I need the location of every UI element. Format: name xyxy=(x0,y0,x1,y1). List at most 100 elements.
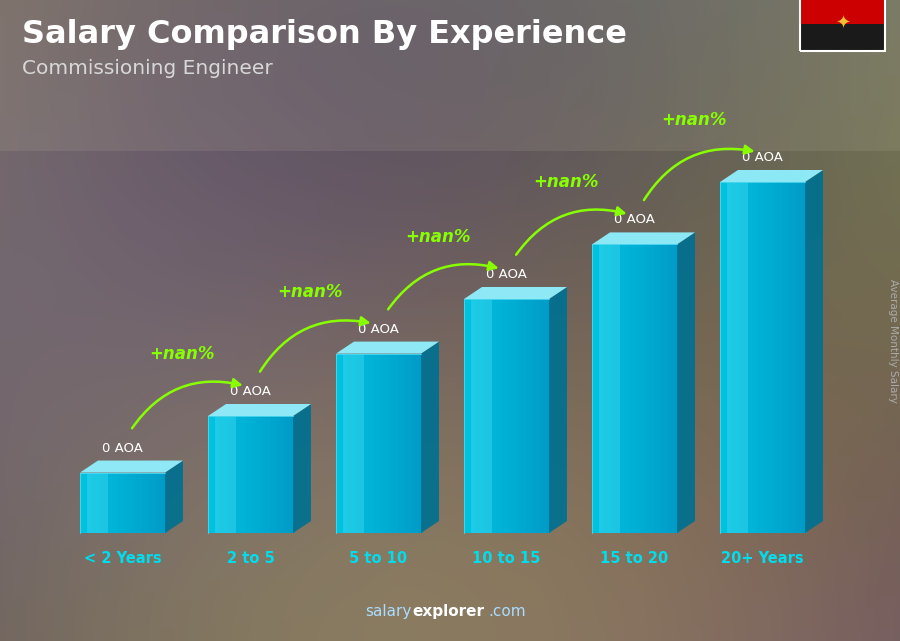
Bar xyxy=(225,416,230,533)
Bar xyxy=(600,244,605,533)
Bar xyxy=(370,354,374,533)
Bar xyxy=(490,299,494,533)
Bar xyxy=(390,354,394,533)
Bar xyxy=(757,182,761,533)
Bar xyxy=(498,299,502,533)
Bar xyxy=(128,472,132,533)
Text: .com: .com xyxy=(488,604,526,619)
Bar xyxy=(117,472,122,533)
Bar xyxy=(800,24,885,51)
Bar xyxy=(356,354,360,533)
Bar xyxy=(353,354,357,533)
Bar xyxy=(615,244,619,533)
Bar xyxy=(779,182,784,533)
Bar xyxy=(350,354,355,533)
Bar xyxy=(142,472,147,533)
Text: Salary Comparison By Experience: Salary Comparison By Experience xyxy=(22,19,627,51)
Text: +nan%: +nan% xyxy=(533,174,598,192)
Bar xyxy=(728,182,733,533)
Bar xyxy=(248,416,252,533)
Bar xyxy=(387,354,392,533)
Bar xyxy=(629,244,634,533)
Bar xyxy=(727,182,748,533)
Bar xyxy=(401,354,406,533)
Bar xyxy=(487,299,491,533)
Bar xyxy=(471,299,492,533)
Text: 0 AOA: 0 AOA xyxy=(486,268,526,281)
Text: 0 AOA: 0 AOA xyxy=(614,213,655,226)
Bar xyxy=(732,182,735,533)
Bar xyxy=(105,472,110,533)
Bar xyxy=(603,244,608,533)
Bar xyxy=(157,472,161,533)
Bar xyxy=(725,182,730,533)
Bar xyxy=(546,299,551,533)
Bar xyxy=(649,244,653,533)
Bar xyxy=(765,182,770,533)
Bar xyxy=(83,472,87,533)
Bar xyxy=(484,299,488,533)
Text: ✦: ✦ xyxy=(835,15,850,33)
Bar xyxy=(287,416,292,533)
Bar xyxy=(769,182,772,533)
Bar xyxy=(80,472,85,533)
Bar xyxy=(472,299,477,533)
Bar xyxy=(598,244,620,533)
FancyArrowPatch shape xyxy=(132,379,240,428)
Bar xyxy=(720,182,724,533)
Bar xyxy=(799,182,804,533)
Text: +nan%: +nan% xyxy=(405,228,470,246)
Bar xyxy=(145,472,149,533)
FancyArrowPatch shape xyxy=(644,146,752,200)
Bar xyxy=(343,354,364,533)
Bar xyxy=(140,472,144,533)
Bar xyxy=(134,472,139,533)
Bar xyxy=(492,299,497,533)
Bar xyxy=(504,299,508,533)
Bar xyxy=(737,182,742,533)
Bar xyxy=(723,182,727,533)
Polygon shape xyxy=(336,342,439,354)
Bar xyxy=(654,244,659,533)
Bar xyxy=(162,472,166,533)
Bar xyxy=(375,354,380,533)
Text: explorer: explorer xyxy=(412,604,484,619)
Polygon shape xyxy=(677,233,695,533)
Bar xyxy=(88,472,93,533)
Bar xyxy=(222,416,227,533)
Bar xyxy=(242,416,247,533)
Bar xyxy=(0,151,900,641)
Bar xyxy=(399,354,402,533)
Bar xyxy=(537,299,542,533)
Bar xyxy=(384,354,389,533)
Text: 15 to 20: 15 to 20 xyxy=(600,551,669,566)
Text: +nan%: +nan% xyxy=(277,283,342,301)
Bar xyxy=(151,472,155,533)
Bar xyxy=(159,472,164,533)
Bar xyxy=(800,0,885,51)
Bar xyxy=(233,416,238,533)
Bar xyxy=(220,416,224,533)
Bar xyxy=(470,299,474,533)
FancyArrowPatch shape xyxy=(388,262,496,310)
Bar xyxy=(617,244,622,533)
Polygon shape xyxy=(208,404,311,416)
Text: 20+ Years: 20+ Years xyxy=(721,551,804,566)
Bar xyxy=(336,354,340,533)
Bar xyxy=(345,354,349,533)
Bar xyxy=(643,244,647,533)
Bar xyxy=(137,472,141,533)
Bar xyxy=(500,299,505,533)
Bar xyxy=(373,354,377,533)
Bar xyxy=(481,299,485,533)
Bar xyxy=(478,299,482,533)
Bar xyxy=(632,244,636,533)
Bar xyxy=(607,244,610,533)
Bar xyxy=(592,244,597,533)
Bar xyxy=(267,416,272,533)
Bar xyxy=(213,416,218,533)
Text: 0 AOA: 0 AOA xyxy=(102,442,143,454)
Bar xyxy=(785,182,789,533)
Bar xyxy=(524,299,527,533)
Polygon shape xyxy=(421,342,439,533)
